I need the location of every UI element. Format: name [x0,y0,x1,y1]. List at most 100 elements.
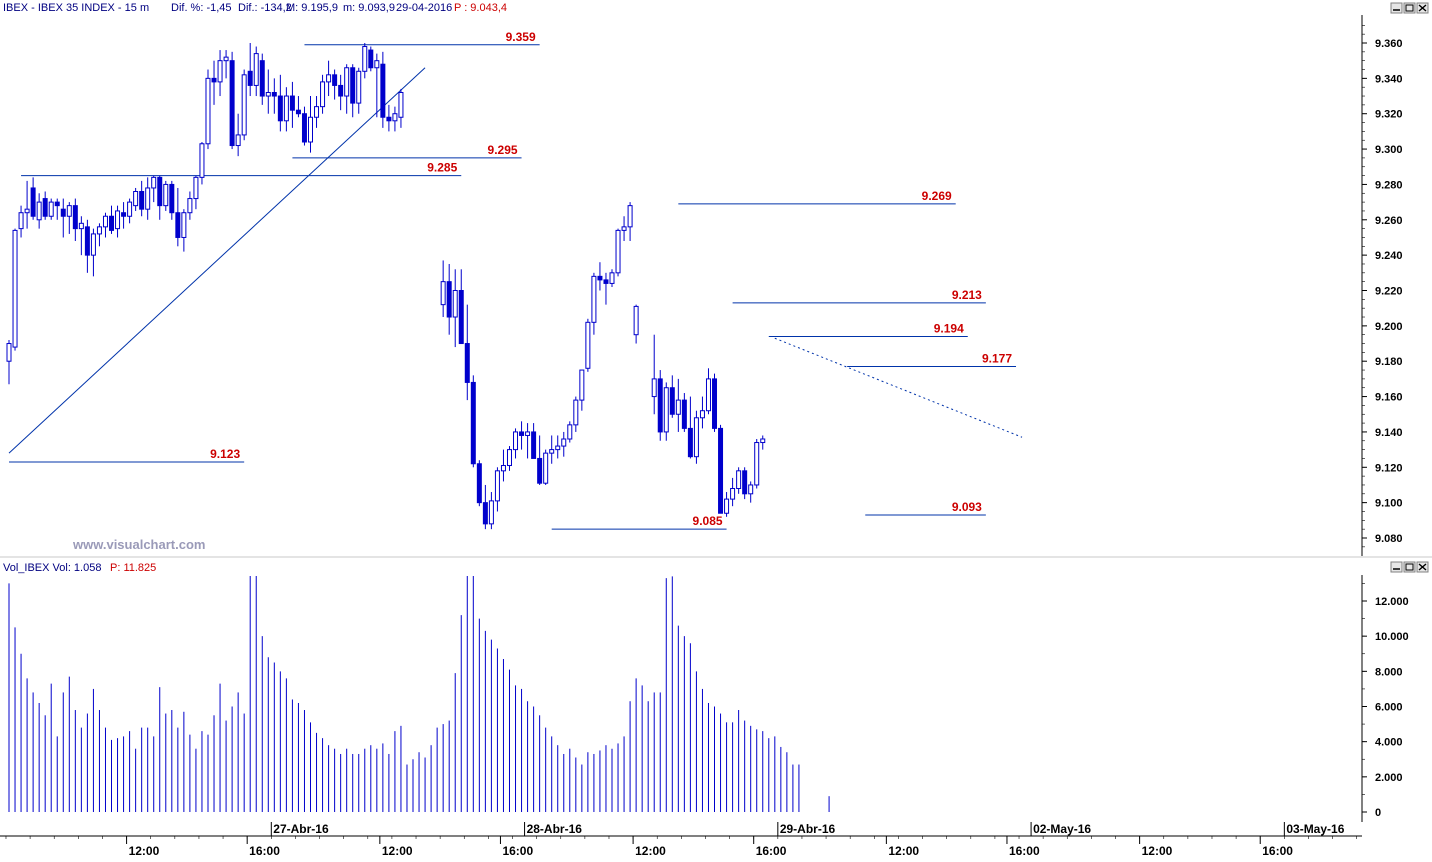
candle-up [675,399,681,415]
volume-header-name: Vol_IBEX Vol: 1.058 [3,562,101,574]
candle-down [289,95,295,111]
candle-up [356,70,362,104]
candle-down [229,60,235,147]
time-axis-label: 12:00 [888,844,919,857]
date-axis-label: 29-Abr-16 [780,822,836,836]
candle-up [621,226,627,231]
volume-plot-area[interactable] [8,576,830,812]
candle-down [60,208,66,217]
candle-down [259,60,265,97]
candle-up [253,53,259,86]
volume-panel-window-buttons [1390,561,1429,573]
candle-down [669,387,675,415]
level-label: 9.177 [982,352,1012,366]
candle-up [730,488,736,500]
time-axis-label: 16:00 [249,844,280,857]
candle-down [597,275,603,281]
candle-down [687,427,693,458]
candle-up [567,424,573,440]
trendline [774,337,1023,438]
candle-up [591,275,597,323]
minimize-icon[interactable] [1390,561,1403,573]
time-axis-label: 16:00 [502,844,533,857]
candle-up [500,465,506,472]
candle-up [374,60,380,69]
candle-down [277,95,283,122]
level-label: 9.359 [506,30,536,44]
price-panel-window-buttons [1390,2,1429,14]
candle-up [693,417,699,458]
candle-up [314,106,320,118]
candle-up [181,212,187,238]
candle-up [18,212,24,230]
candle-up [724,498,730,514]
price-axis-tick-label: 9.300 [1375,144,1403,156]
candle-up [344,67,350,97]
candle-up [506,449,512,467]
candle-up [193,176,199,200]
candle-up [78,222,84,230]
candle-down [211,77,217,83]
header-dif-pct: Dif. %: -1,45 [171,2,232,14]
candle-down [531,431,537,459]
candle-down [169,183,175,214]
candle-up [513,431,519,451]
header-dif: Dif.: -134,2 [238,2,292,14]
candle-up [12,229,18,348]
candle-down [247,70,253,86]
candle-up [543,452,549,484]
candle-up [265,92,271,97]
volume-axis-tick-label: 2.000 [1375,772,1403,784]
header-high: M: 9.195,9 [286,2,338,14]
candle-up [283,95,289,122]
candle-up [561,438,567,447]
restore-icon-glyph [1405,4,1414,12]
candle-down [603,279,609,284]
price-axis-tick-label: 9.340 [1375,73,1403,85]
candle-down [350,67,356,104]
candle-up [760,438,766,444]
price-axis-tick-label: 9.240 [1375,250,1403,262]
restore-icon[interactable] [1403,561,1416,573]
candle-down [338,84,344,97]
date-axis-label: 28-Abr-16 [527,822,583,836]
close-icon-glyph [1418,4,1427,12]
candle-down [458,290,464,345]
header-low: m: 9.093,9 [343,2,395,14]
candle-down [301,113,307,143]
candle-up [651,378,657,398]
candle-up [398,92,404,118]
level-label: 9.285 [427,161,457,175]
price-axis-tick-label: 9.260 [1375,215,1403,227]
candle-down [54,201,60,207]
time-axis-label: 12:00 [382,844,413,857]
candle-down [519,431,525,436]
candle-up [145,187,151,210]
volume-axis: 12.000 10.000 8.000 6.000 4.000 2.000 0 [1362,583,1409,819]
candle-up [615,229,621,274]
candle-up [699,410,705,419]
close-icon-glyph [1418,563,1427,571]
candle-up [96,226,102,235]
candle-down [681,399,687,429]
level-label: 9.295 [488,143,518,157]
price-plot-area[interactable]: 9.359 9.295 9.285 9.269 9.213 9.194 9.177 9.123… [6,30,1023,530]
candle-down [657,378,663,433]
time-axis-label: 12:00 [635,844,666,857]
level-label: 9.213 [952,288,982,302]
candle-up [199,143,205,178]
volume-header-last: P: 11.825 [110,562,156,574]
candle-down [537,457,543,484]
trendline [8,67,426,454]
restore-icon[interactable] [1403,2,1416,14]
level-label: 9.194 [934,321,964,335]
candle-up [525,431,531,436]
candle-up [392,113,398,122]
candle-up [163,183,169,207]
candle-up [633,305,639,336]
candle-down [72,205,78,230]
minimize-icon[interactable] [1390,2,1403,14]
volume-axis-tick-label: 0 [1375,807,1381,819]
candle-down [380,63,386,118]
candle-down [30,187,36,217]
